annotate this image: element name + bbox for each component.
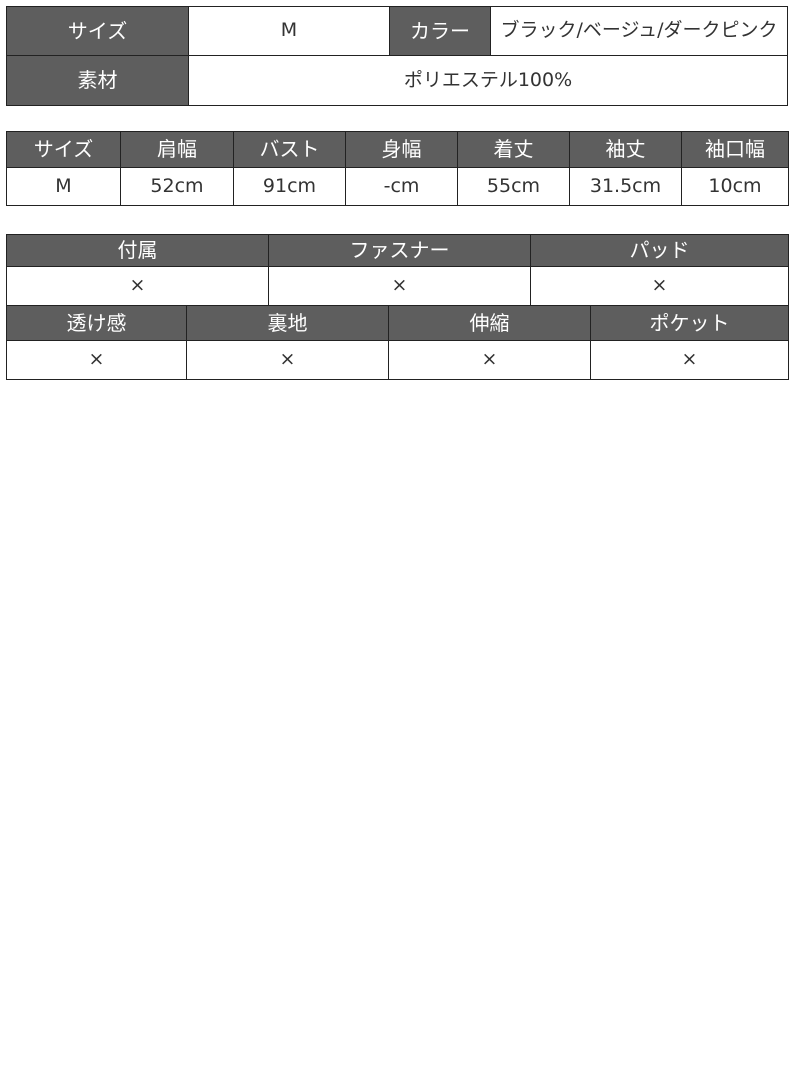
measurement-header: 身幅 xyxy=(345,131,458,168)
feature-cell: × xyxy=(268,266,531,306)
measurement-cell: 31.5cm xyxy=(569,167,682,206)
feature-cell: × xyxy=(530,266,789,306)
measurement-header: 肩幅 xyxy=(120,131,234,168)
material-value: ポリエステル100% xyxy=(188,55,788,106)
measurement-header: 袖丈 xyxy=(569,131,682,168)
feature-header: 伸縮 xyxy=(388,305,591,341)
measurement-cell: 55cm xyxy=(457,167,570,206)
color-label: カラー xyxy=(389,6,491,56)
feature-cell: × xyxy=(186,340,389,380)
measurement-header: サイズ xyxy=(6,131,121,168)
measurement-header: バスト xyxy=(233,131,346,168)
color-value: ブラック/ベージュ/ダークピンク xyxy=(490,6,788,56)
measurement-cell: 10cm xyxy=(681,167,789,206)
feature-cell: × xyxy=(388,340,591,380)
size-label: サイズ xyxy=(6,6,189,56)
feature-header: ポケット xyxy=(590,305,789,341)
feature-header: ファスナー xyxy=(268,234,531,267)
measurement-header: 着丈 xyxy=(457,131,570,168)
feature-cell: × xyxy=(590,340,789,380)
measurement-cell: 52cm xyxy=(120,167,234,206)
feature-header: 裏地 xyxy=(186,305,389,341)
size-value: M xyxy=(188,6,390,56)
measurement-cell: -cm xyxy=(345,167,458,206)
feature-cell: × xyxy=(6,266,269,306)
feature-header: パッド xyxy=(530,234,789,267)
measurement-cell: 91cm xyxy=(233,167,346,206)
feature-cell: × xyxy=(6,340,187,380)
material-label: 素材 xyxy=(6,55,189,106)
measurement-header: 袖口幅 xyxy=(681,131,789,168)
feature-header: 付属 xyxy=(6,234,269,267)
feature-header: 透け感 xyxy=(6,305,187,341)
measurement-cell: M xyxy=(6,167,121,206)
